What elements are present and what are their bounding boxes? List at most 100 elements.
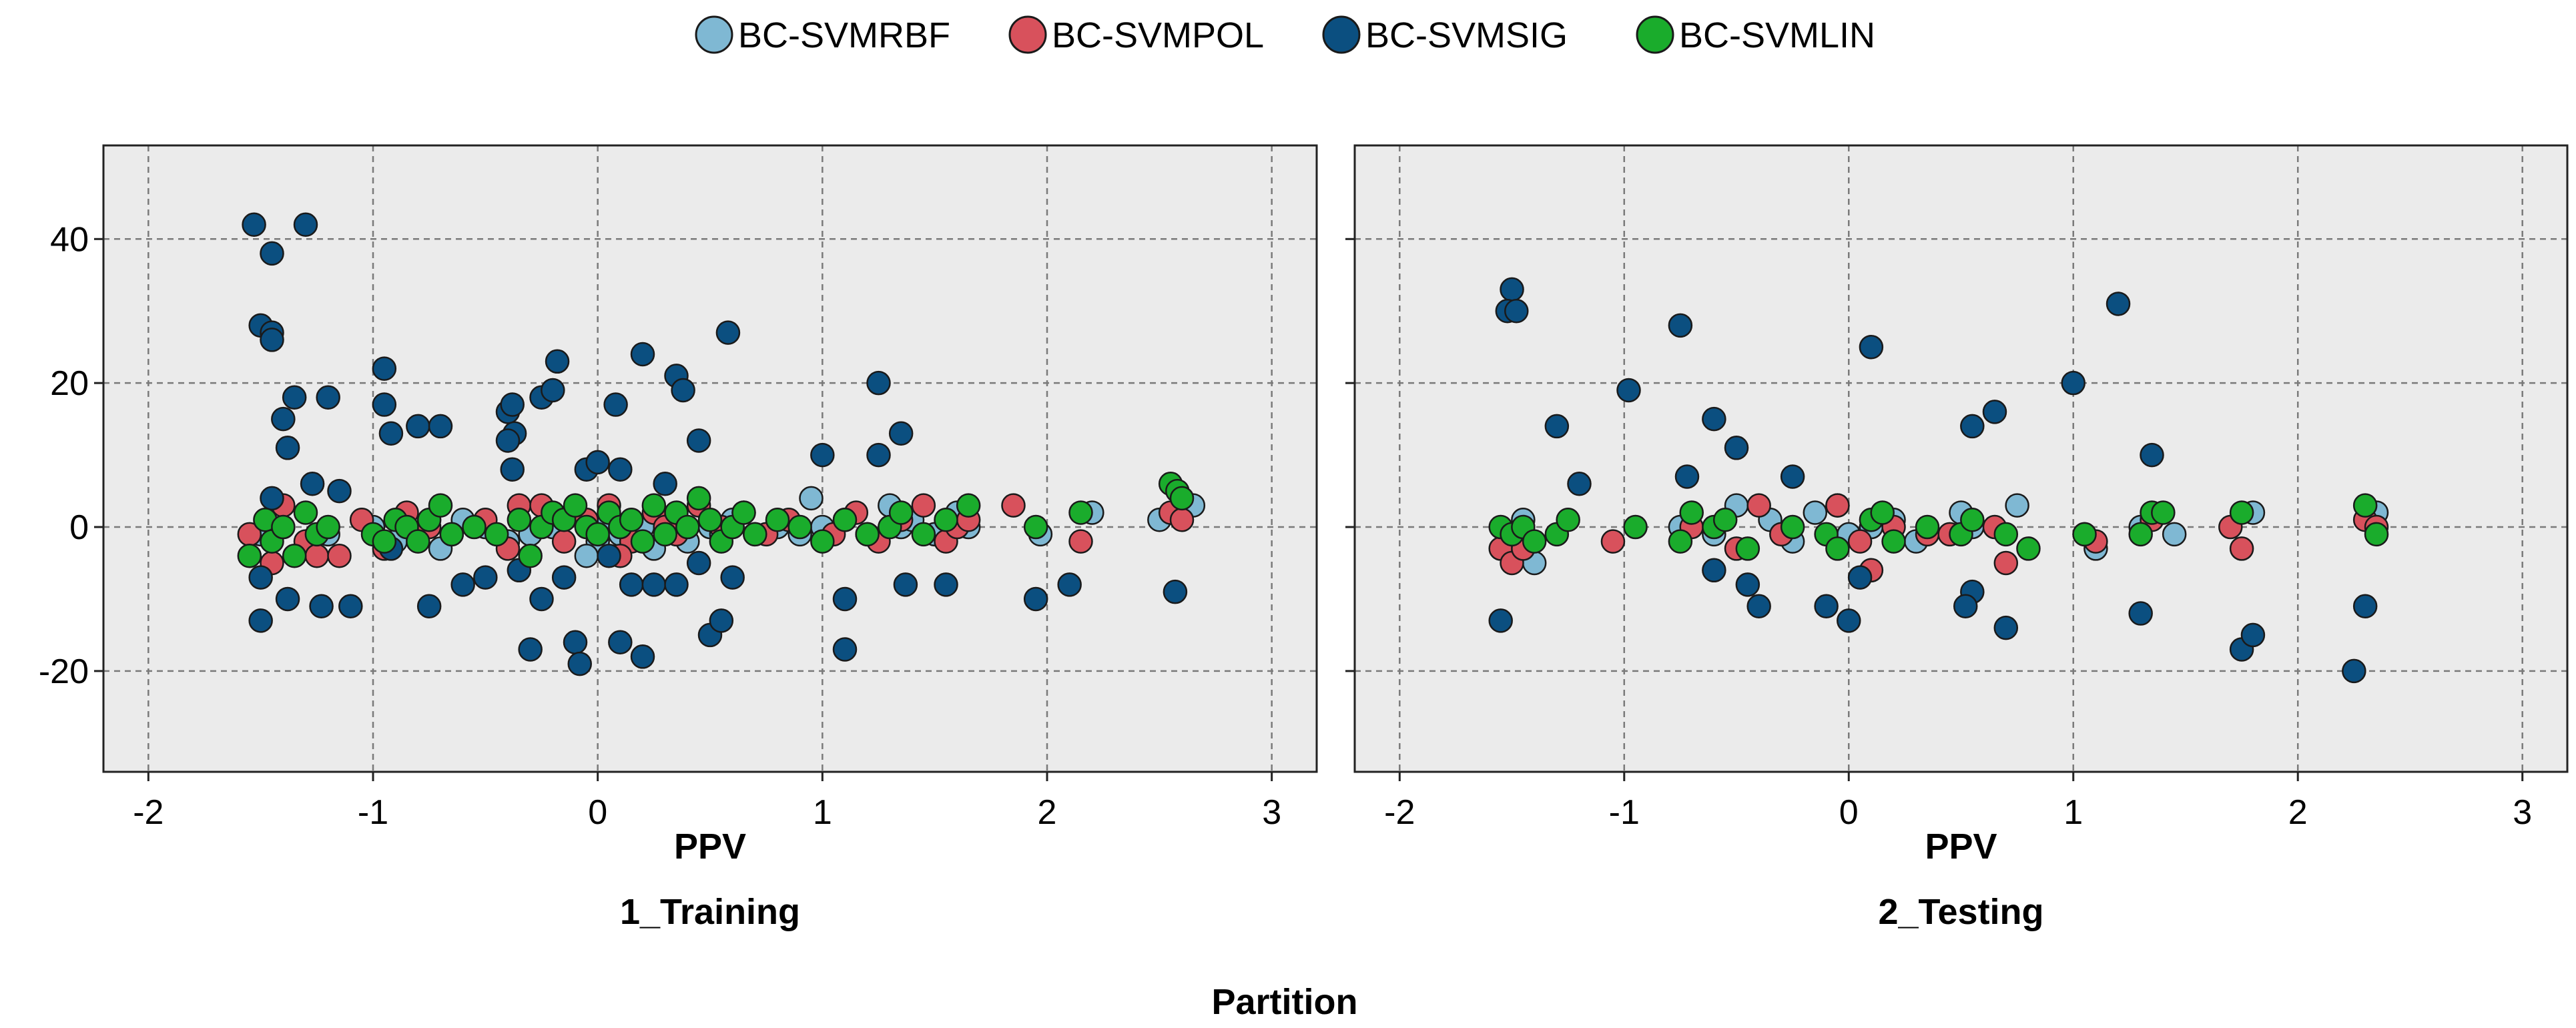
grid-2-testing <box>1355 145 2567 772</box>
data-point-bc-svmsig <box>1023 586 1048 612</box>
data-point-bc-svmlin <box>1712 507 1738 532</box>
x-tick-label: 1 <box>813 793 832 832</box>
data-point-bc-svmsig <box>2061 370 2085 396</box>
data-point-bc-svmlin <box>653 522 677 547</box>
data-point-bc-svmlin <box>2229 500 2254 525</box>
data-point-bc-svmsig <box>630 342 655 367</box>
legend-marker-bc-svmlin <box>1636 15 1674 54</box>
data-point-bc-svmpol <box>327 543 352 568</box>
data-point-bc-svmsig <box>500 392 525 417</box>
data-point-bc-svmpol <box>1169 507 1195 532</box>
data-point-bc-svmsig <box>242 212 266 237</box>
x-tick-label: 2 <box>2288 793 2308 832</box>
data-point-bc-svmsig <box>275 436 300 460</box>
data-point-bc-svmlin <box>1679 500 1704 525</box>
data-point-bc-svmlin <box>1522 529 1547 554</box>
x-tick-label: -2 <box>1384 793 1415 832</box>
data-point-bc-svmsig <box>428 414 453 439</box>
data-point-bc-svmsig <box>1746 594 1771 619</box>
x-tick-label: -1 <box>358 793 388 832</box>
data-point-bc-svmlin <box>2151 500 2176 525</box>
data-point-bc-svmrbf <box>799 486 824 511</box>
data-point-bc-svmsig <box>1735 572 1760 597</box>
data-point-bc-svmpol <box>2229 536 2254 561</box>
data-point-bc-svmsig <box>1724 436 1749 460</box>
series-bc-svmlin <box>1488 493 2389 561</box>
data-point-bc-svmsig <box>473 565 498 590</box>
data-point-bc-svmsig <box>686 428 711 453</box>
data-point-bc-svmsig <box>309 594 334 619</box>
plot-border-2-testing <box>1353 144 2569 773</box>
data-point-bc-svmsig <box>832 586 858 612</box>
data-point-bc-svmlin <box>765 507 790 532</box>
data-point-bc-svmlin <box>507 507 532 532</box>
x-tick-label: 3 <box>2513 793 2532 832</box>
data-point-bc-svmlin <box>1023 514 1048 540</box>
legend: BC-SVMRBF BC-SVMPOL BC-SVMSIG BC-SVMLIN <box>695 15 1875 55</box>
x-tick-label: -1 <box>1609 793 1640 832</box>
data-point-bc-svmsig <box>686 550 711 576</box>
legend-label-bc-svmrbf: BC-SVMRBF <box>738 15 950 55</box>
x-tick-label: 1 <box>2063 793 2083 832</box>
data-point-bc-svmsig <box>275 586 300 612</box>
data-point-bc-svmlin <box>697 507 723 532</box>
x-axis-2-testing: -2 -1 0 1 2 3 <box>1384 772 2532 832</box>
data-point-bc-svmsig <box>1674 464 1700 489</box>
data-point-bc-svmlin <box>462 514 487 540</box>
data-point-bc-svmlin <box>1068 500 1093 525</box>
data-point-bc-svmlin <box>518 543 543 568</box>
data-point-bc-svmlin <box>810 529 835 554</box>
data-point-bc-svmlin <box>1169 486 1195 511</box>
data-point-bc-svmsig <box>585 450 610 475</box>
data-point-bc-svmsig <box>888 421 914 446</box>
data-point-bc-svmsig <box>608 457 633 482</box>
points-2-testing <box>1488 277 2389 684</box>
data-point-bc-svmsig <box>2342 658 2366 684</box>
data-point-bc-svmpol <box>1993 550 2019 576</box>
data-point-bc-svmsig <box>664 572 689 597</box>
data-point-bc-svmsig <box>1163 579 1188 604</box>
x-tick-label: 0 <box>588 793 607 832</box>
series-bc-svmsig <box>242 212 1188 676</box>
data-point-bc-svmsig <box>1616 378 1641 403</box>
data-point-bc-svmsig <box>293 212 318 237</box>
panels: -2 -1 0 1 2 3 -20 0 20 40 PPV 1_Training -2 -1 0 1 2 3 PPV… <box>39 144 2569 932</box>
data-point-bc-svmsig <box>316 385 340 410</box>
data-point-bc-svmrbf <box>2162 522 2187 547</box>
data-point-bc-svmrbf <box>1803 500 1828 525</box>
data-point-bc-svmsig <box>653 472 677 496</box>
data-point-bc-svmpol <box>551 529 577 554</box>
data-point-bc-svmsig <box>567 651 592 676</box>
data-point-bc-svmsig <box>2240 622 2266 648</box>
x-tick-label: 0 <box>1839 793 1859 832</box>
data-point-bc-svmlin <box>619 507 644 532</box>
legend-marker-bc-svmrbf <box>695 15 733 54</box>
data-point-bc-svmsig <box>866 370 891 396</box>
data-point-bc-svmsig <box>715 320 741 345</box>
y-tick-label: 20 <box>50 364 89 403</box>
x-axis-title: PPV <box>1925 827 1997 867</box>
data-point-bc-svmsig <box>563 630 588 654</box>
data-point-bc-svmlin <box>282 543 307 568</box>
data-point-bc-svmpol <box>1600 529 1626 554</box>
data-point-bc-svmsig <box>630 644 655 669</box>
data-point-bc-svmlin <box>585 522 610 547</box>
data-point-bc-svmpol <box>304 543 330 568</box>
data-point-bc-svmsig <box>1504 298 1529 324</box>
x-axis-1-training: -2 -1 0 1 2 3 <box>133 772 1281 832</box>
legend-item-bc-svmsig: BC-SVMSIG <box>1322 15 1568 55</box>
legend-marker-bc-svmsig <box>1322 15 1361 54</box>
data-point-bc-svmlin <box>1960 507 1985 532</box>
data-point-bc-svmlin <box>1881 529 1906 554</box>
panel-label: 1_Training <box>620 892 800 932</box>
data-point-bc-svmsig <box>1859 334 1884 360</box>
data-point-bc-svmlin <box>1870 500 1895 525</box>
data-point-bc-svmlin <box>271 514 296 540</box>
data-point-bc-svmsig <box>541 378 565 403</box>
data-point-bc-svmsig <box>518 637 543 662</box>
legend-item-bc-svmpol: BC-SVMPOL <box>1008 15 1264 55</box>
data-point-bc-svmpol <box>1746 493 1771 518</box>
data-point-bc-svmpol <box>1001 493 1026 518</box>
data-point-bc-svmsig <box>495 428 521 453</box>
data-point-bc-svmlin <box>934 507 958 532</box>
